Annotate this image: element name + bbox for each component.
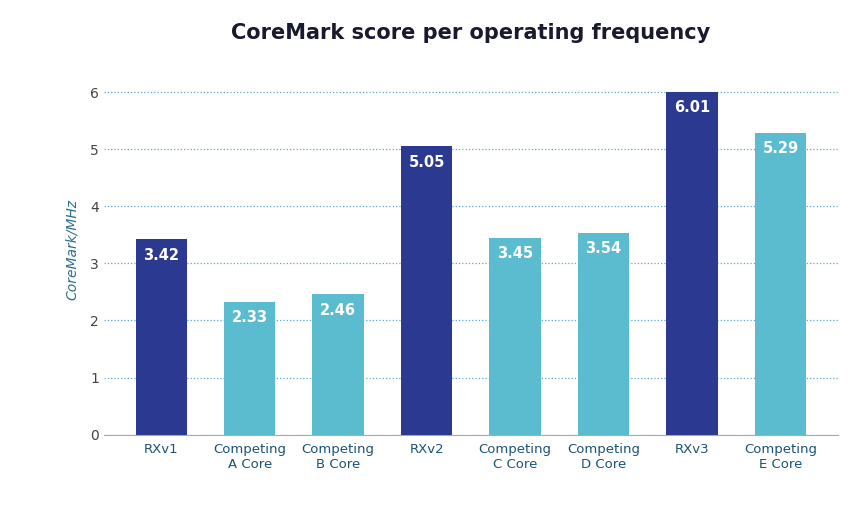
Text: 5.29: 5.29 — [763, 141, 798, 156]
Bar — [401, 146, 452, 435]
Text: 3.54: 3.54 — [586, 241, 622, 256]
Text: 3.42: 3.42 — [143, 248, 179, 263]
Y-axis label: CoreMark/MHz: CoreMark/MHz — [65, 199, 79, 299]
Text: 3.45: 3.45 — [497, 246, 533, 261]
Bar — [313, 294, 364, 435]
Bar — [578, 233, 629, 435]
Bar — [666, 92, 718, 435]
Title: CoreMark score per operating frequency: CoreMark score per operating frequency — [232, 23, 710, 42]
Bar — [224, 302, 276, 435]
Bar — [755, 132, 806, 435]
Text: 5.05: 5.05 — [409, 155, 445, 170]
Text: 2.33: 2.33 — [232, 310, 268, 325]
Bar — [136, 240, 187, 435]
Text: 2.46: 2.46 — [321, 303, 356, 318]
Bar — [490, 237, 541, 435]
Text: 6.01: 6.01 — [674, 100, 710, 115]
